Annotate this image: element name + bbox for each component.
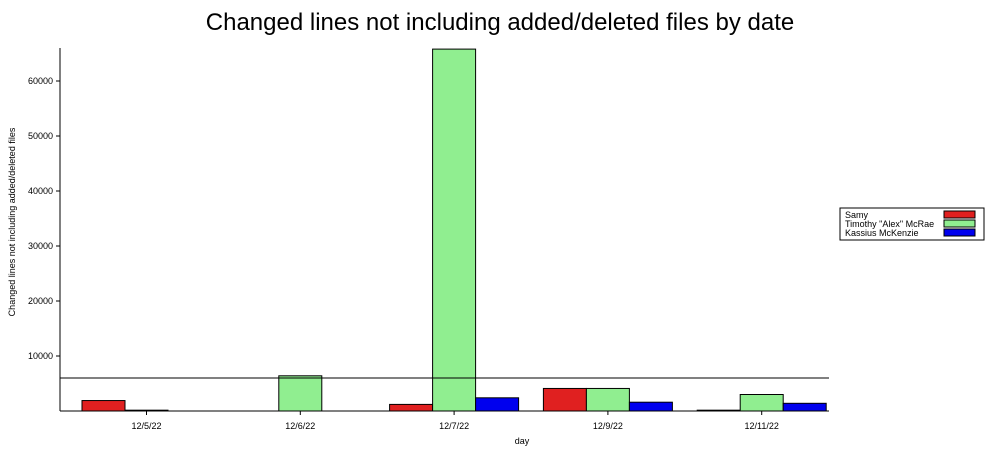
bar-3-3 (475, 397, 520, 412)
chart-title: Changed lines not including added/delete… (206, 9, 794, 36)
legend-swatch (943, 210, 976, 219)
legend-label: Samy (845, 210, 869, 220)
bar-1-4 (542, 387, 587, 412)
bar-2-3 (432, 48, 477, 412)
x-axis-ticks: 12/5/22 12/6/22 12/7/22 12/9/22 12/11/22 (131, 411, 779, 431)
x-tick-label: 12/6/22 (285, 421, 315, 431)
bar-2-2 (278, 375, 323, 412)
bars (81, 48, 827, 412)
y-tick-label: 10000 (28, 351, 53, 361)
y-tick-label: 50000 (28, 131, 53, 141)
bar-2-5 (739, 394, 784, 412)
x-axis-label: day (515, 436, 530, 446)
bar-1-1 (81, 400, 126, 412)
legend-label: Timothy "Alex" McRae (845, 219, 934, 229)
x-tick-label: 12/11/22 (745, 421, 779, 431)
y-tick-label: 60000 (28, 76, 53, 86)
legend-label: Kassius McKenzie (845, 228, 919, 238)
legend-swatch (943, 228, 976, 237)
bar-1-3 (389, 403, 434, 412)
y-tick-label: 20000 (28, 296, 53, 306)
bar-3-4 (628, 401, 673, 412)
y-axis-ticks: 10000 20000 30000 40000 50000 60000 (28, 76, 60, 361)
y-axis-label: Changed lines not including added/delete… (7, 127, 17, 316)
y-tick-label: 40000 (28, 186, 53, 196)
x-tick-label: 12/9/22 (593, 421, 623, 431)
legend-swatch (943, 219, 976, 228)
x-tick-label: 12/5/22 (131, 421, 161, 431)
bar-2-4 (585, 387, 630, 412)
bar-3-5 (782, 402, 827, 412)
x-tick-label: 12/7/22 (439, 421, 469, 431)
y-tick-label: 30000 (28, 241, 53, 251)
